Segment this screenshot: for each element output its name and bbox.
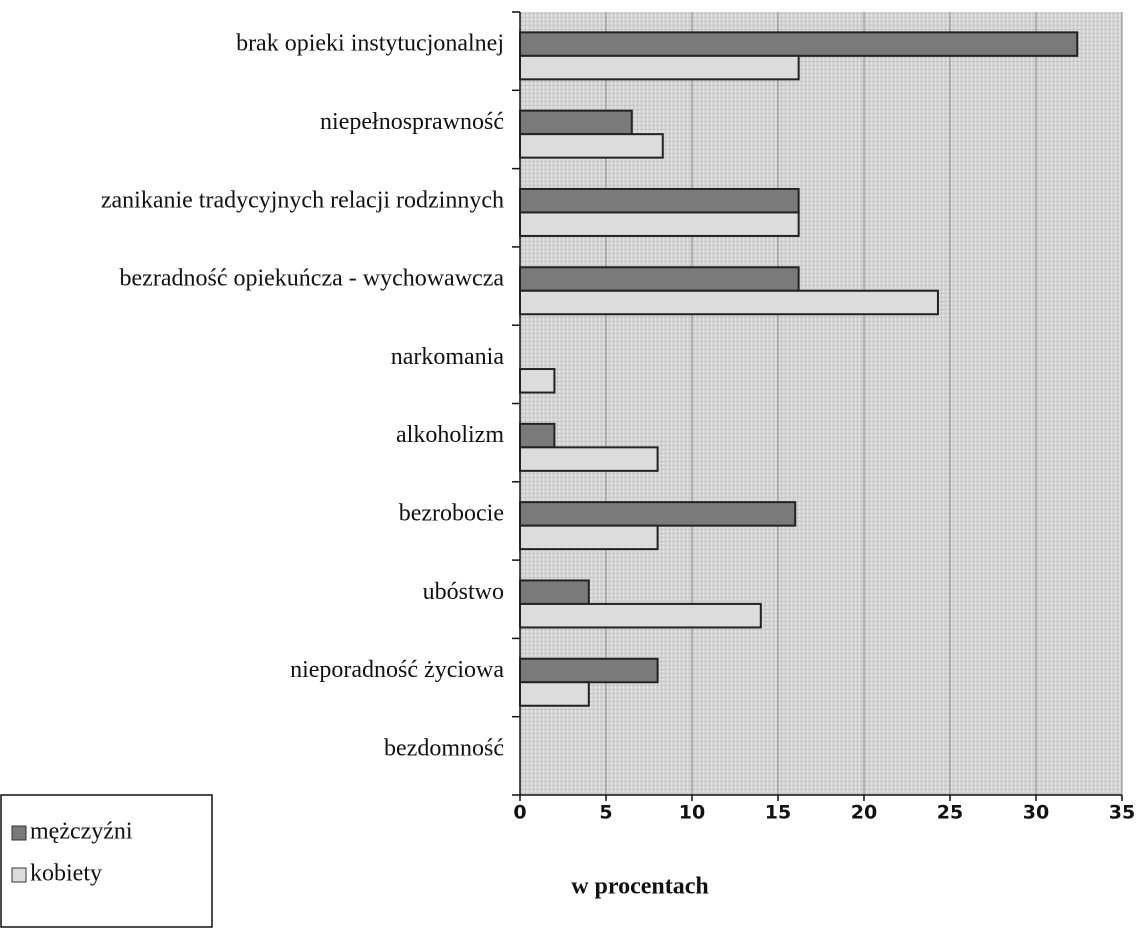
y-tick-label: bezdomność [384,735,504,761]
bar [519,681,590,707]
y-tick-label: bezradność opiekuńcza - wychowawcza [120,266,505,292]
bar [519,54,800,81]
x-tick-label: 15 [765,802,791,824]
x-tick-label: 20 [851,802,877,824]
x-tick-label: 10 [679,802,705,824]
legend-label: kobiety [30,861,102,887]
bar [519,109,633,136]
y-tick-label: narkomania [391,344,505,370]
y-tick-label: niepełnosprawność [320,109,504,135]
legend-label: mężczyźni [30,819,133,845]
bar [519,602,762,629]
x-tick-label: 35 [1109,802,1135,824]
y-tick-label: nieporadność życiowa [290,657,504,683]
bar [519,368,556,394]
x-tick-label: 0 [513,802,526,824]
x-tick-label: 25 [937,802,963,824]
bar [519,187,800,214]
bar [519,657,659,684]
bar [519,524,659,551]
y-tick-label: zanikanie tradycyjnych relacji rodzinnyc… [101,187,504,213]
y-tick-label: bezrobocie [399,500,504,526]
x-tick-label: 30 [1023,802,1049,824]
bar [519,289,939,316]
legend-swatch [11,825,27,841]
y-tick-label: brak opieki instytucjonalnej [236,31,504,57]
x-axis-title: w procentach [571,874,709,900]
legend [0,794,213,928]
bar [519,266,800,292]
x-tick-label: 5 [599,802,612,824]
bar [519,211,800,237]
bar [519,422,556,449]
y-tick-label: alkoholizm [396,422,504,448]
bar [519,133,664,159]
bar [519,501,797,527]
legend-swatch [11,867,27,883]
bar [519,446,659,472]
bar [519,31,1079,57]
bar [519,579,590,605]
y-tick-label: ubóstwo [423,579,504,605]
